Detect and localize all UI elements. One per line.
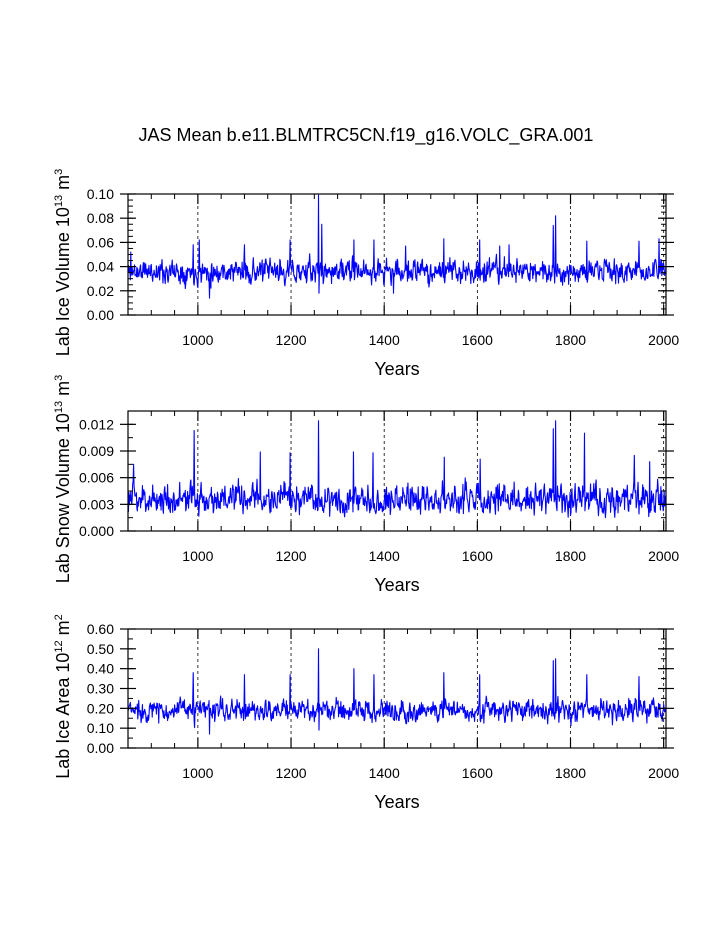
x-tick-label: 1400 [369,548,400,564]
panel-ice-area: 1000 1200 1400 1600 1800 2000 0.00 0.10 0.20 0.30… [53,614,679,812]
x-tick-label: 1600 [462,765,493,781]
x-tick-label: 1200 [275,548,306,564]
y-axis-label: Lab Snow Volume 1013 m3 [53,375,73,584]
panel-ice-volume: 1000 1200 1400 1600 1800 2000 0.00 0.02 0.04 0.06… [53,169,679,379]
x-axis-label: Years [374,359,419,379]
x-tick-label: 1800 [555,548,586,564]
y-tick-label: 0.04 [87,259,114,275]
x-axis-label: Years [374,792,419,812]
x-tick-label: 1800 [555,332,586,348]
x-tick-label: 2000 [648,765,679,781]
x-tick-label: 1200 [275,765,306,781]
x-tick-label: 2000 [648,548,679,564]
y-tick-label: 0.009 [79,443,114,459]
plot-frame [127,628,667,749]
y-tick-label: 0.10 [87,720,114,736]
y-tick-label: 0.003 [79,496,114,512]
plot-frame [127,410,667,532]
x-tick-label: 1800 [555,765,586,781]
panels: 1000 1200 1400 1600 1800 2000 0.00 0.02 0.04 0.06… [53,169,679,812]
y-axis-label: Lab Ice Volume 1013 m3 [53,169,73,356]
series-line [127,648,667,735]
x-axis-label: Years [374,575,419,595]
x-tick-label: 2000 [648,332,679,348]
x-tick-label: 1400 [369,332,400,348]
series-line [127,194,667,299]
plot-frame [127,193,667,316]
x-tick-label: 1200 [275,332,306,348]
y-tick-label: 0.40 [87,661,114,677]
y-tick-label: 0.06 [87,234,114,250]
series-line [127,420,667,519]
y-tick-label: 0.10 [87,186,114,202]
y-axis-label: Lab Ice Area 1012 m2 [53,614,73,778]
y-tick-label: 0.60 [87,621,114,637]
y-tick-label: 0.02 [87,283,114,299]
y-tick-label: 0.50 [87,641,114,657]
x-tick-label: 1600 [462,332,493,348]
y-tick-label: 0.000 [79,523,114,539]
x-tick-label: 1000 [182,765,213,781]
y-tick-label: 0.00 [87,307,114,323]
x-tick-label: 1000 [182,332,213,348]
y-tick-label: 0.20 [87,700,114,716]
y-tick-label: 0.00 [87,740,114,756]
panel-snow-volume: 1000 1200 1400 1600 1800 2000 0.000 0.003 0.006 0… [53,375,679,595]
y-tick-label: 0.08 [87,210,114,226]
y-tick-label: 0.006 [79,470,114,486]
chart-title: JAS Mean b.e11.BLMTRC5CN.f19_g16.VOLC_GR… [139,125,594,146]
x-tick-label: 1400 [369,765,400,781]
y-tick-label: 0.012 [79,416,114,432]
x-tick-label: 1000 [182,548,213,564]
y-tick-label: 0.30 [87,681,114,697]
x-tick-label: 1600 [462,548,493,564]
